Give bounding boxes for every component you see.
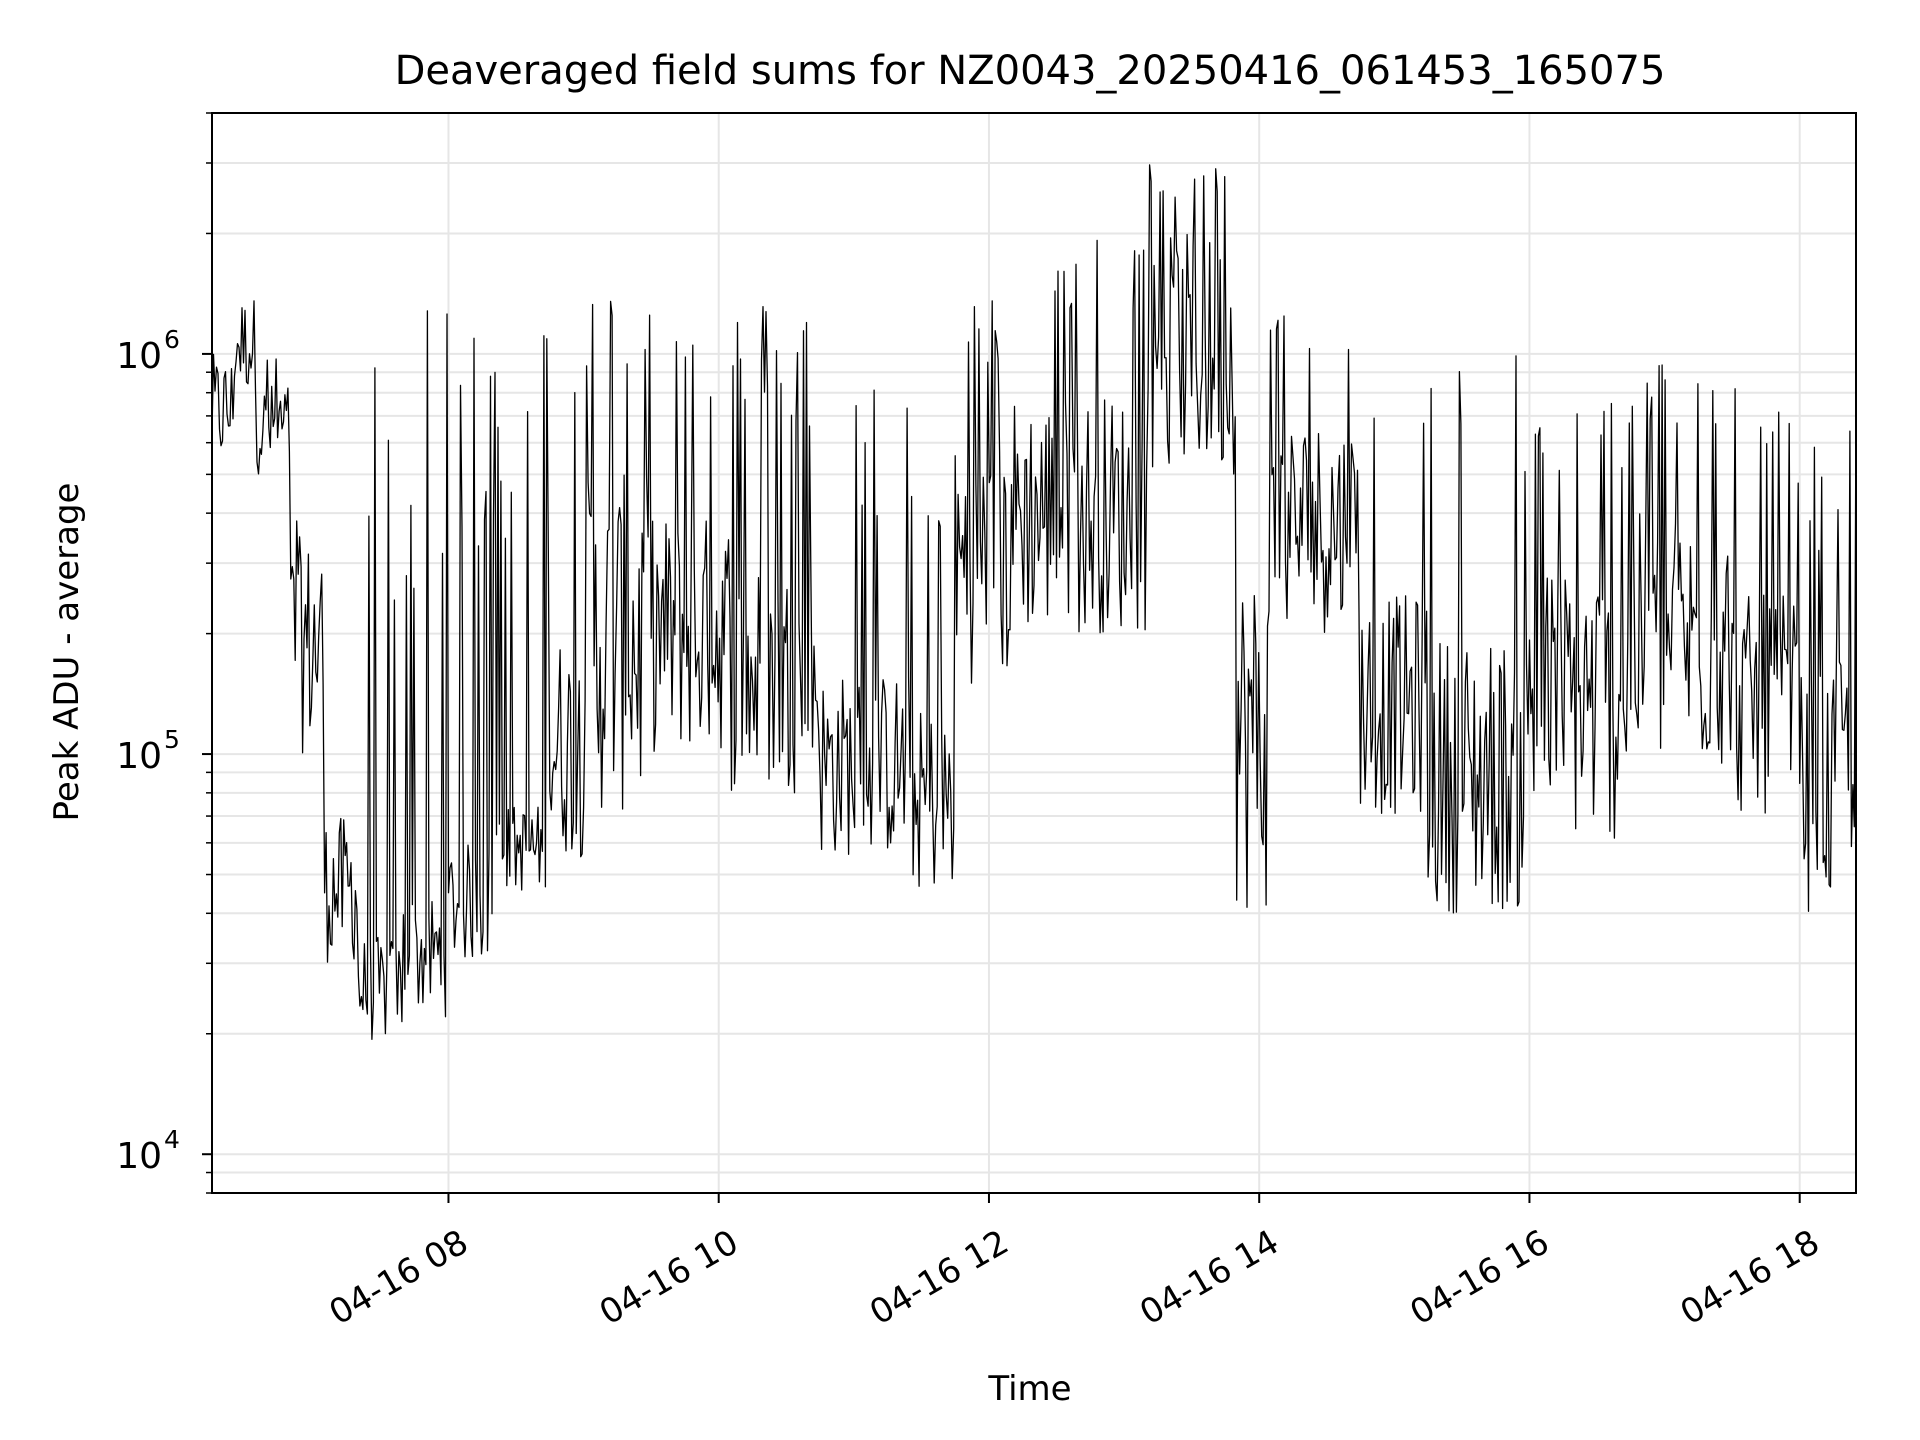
y-tick-label: 10 <box>116 1136 162 1177</box>
y-tick-label: 10 <box>116 736 162 777</box>
series-line <box>211 164 1857 1040</box>
y-tick-label-exponent: 5 <box>164 725 180 754</box>
y-tick-label-exponent: 4 <box>164 1125 180 1154</box>
y-tick-label: 10 <box>116 336 162 377</box>
plot-frame <box>211 112 1857 1194</box>
chart-title: Deaveraged field sums for NZ0043_2025041… <box>395 48 1666 94</box>
y-axis-label: Peak ADU - average <box>47 483 87 822</box>
y-tick-label-exponent: 6 <box>164 325 180 354</box>
series-path <box>211 164 1857 1040</box>
x-axis-label: Time <box>987 1369 1071 1409</box>
